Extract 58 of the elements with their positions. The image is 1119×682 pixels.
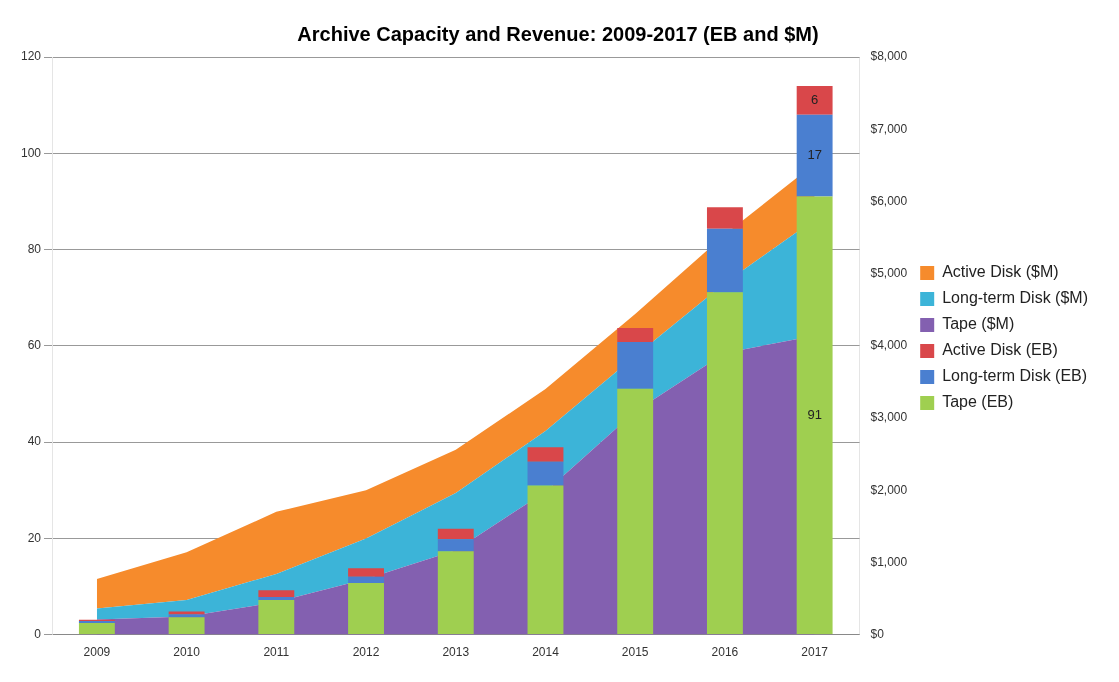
bar (617, 341, 654, 389)
bar (706, 292, 743, 635)
bar (796, 85, 833, 115)
legend-label: Tape ($M) (942, 315, 1015, 333)
bar (437, 551, 474, 635)
y2-tick-label: $0 (870, 626, 885, 641)
y2-tick-label: $3,000 (870, 410, 908, 425)
y2-tick-label: $8,000 (870, 49, 908, 64)
y2-tick-label: $7,000 (870, 121, 908, 136)
legend-label: Long-term Disk ($M) (942, 289, 1089, 307)
x-tick-label: 2011 (263, 645, 290, 660)
x-tick-label: 2015 (621, 645, 649, 660)
bar (78, 623, 115, 635)
legend-label: Active Disk ($M) (942, 263, 1059, 281)
bar (348, 583, 384, 635)
bar (527, 485, 564, 635)
y2-tick-label: $4,000 (870, 338, 908, 353)
bar (617, 327, 654, 342)
bar (258, 590, 295, 598)
data-label: 91 (807, 406, 822, 422)
x-tick-label: 2010 (173, 645, 201, 660)
y2-tick-label: $5,000 (870, 265, 908, 280)
y2-tick-label: $1,000 (870, 554, 908, 569)
legend-label: Active Disk (EB) (942, 341, 1058, 359)
legend-label: Long-term Disk (EB) (942, 367, 1088, 385)
bar (527, 447, 564, 462)
legend-label: Tape (EB) (942, 393, 1014, 411)
bar (348, 576, 384, 584)
bar (527, 461, 564, 486)
x-tick-label: 2014 (532, 645, 560, 660)
bar (437, 528, 474, 540)
chart-title: Archive Capacity and Revenue: 2009-2017 (EB and $M) (297, 22, 819, 45)
data-label: 6 (811, 91, 819, 107)
x-tick-label: 2013 (442, 645, 470, 660)
x-tick-label: 2016 (711, 645, 739, 660)
y-tick-label: 100 (20, 145, 42, 160)
bar (706, 228, 743, 293)
y-tick-label: 20 (27, 530, 42, 545)
y-tick-label: 120 (20, 49, 42, 64)
data-label: 17 (807, 147, 822, 163)
bar (706, 207, 743, 229)
x-tick-label: 2012 (352, 645, 380, 660)
y-tick-label: 60 (27, 338, 42, 353)
bar (348, 568, 384, 577)
x-tick-label: 2009 (83, 645, 111, 660)
y2-tick-label: $2,000 (870, 482, 908, 497)
bar (796, 196, 833, 635)
y-tick-label: 80 (27, 241, 42, 256)
bar (796, 114, 833, 197)
x-tick-label: 2017 (801, 645, 829, 660)
y-tick-label: 0 (34, 626, 42, 641)
bar (617, 388, 654, 635)
bar (258, 599, 295, 635)
y2-tick-label: $6,000 (870, 193, 908, 208)
bar (258, 597, 295, 600)
y-tick-label: 40 (27, 434, 42, 449)
bar (168, 617, 205, 635)
bar (437, 539, 474, 552)
